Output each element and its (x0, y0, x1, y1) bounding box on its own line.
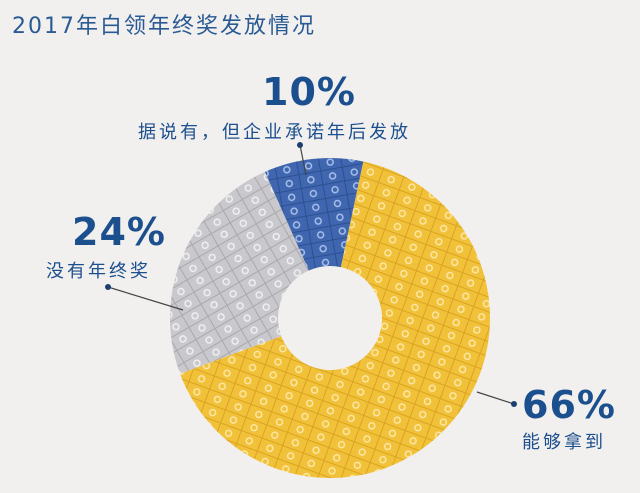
segment-grey (170, 171, 309, 374)
blue-percentage: 10% (262, 70, 356, 114)
grey-percentage: 24% (72, 210, 166, 254)
leader-line-blue (299, 144, 307, 176)
segment-yellow (180, 161, 490, 478)
grey-label: 没有年终奖 (46, 261, 151, 282)
leader-line-yellow (476, 391, 515, 405)
chart-title: 2017年白领年终奖发放情况 (12, 14, 316, 39)
leader-line-grey (107, 286, 184, 311)
yellow-percentage: 66% (522, 383, 616, 427)
blue-label: 据说有，但企业承诺年后发放 (138, 122, 411, 143)
yellow-label: 能够拿到 (522, 432, 606, 453)
segment-blue (264, 158, 364, 271)
